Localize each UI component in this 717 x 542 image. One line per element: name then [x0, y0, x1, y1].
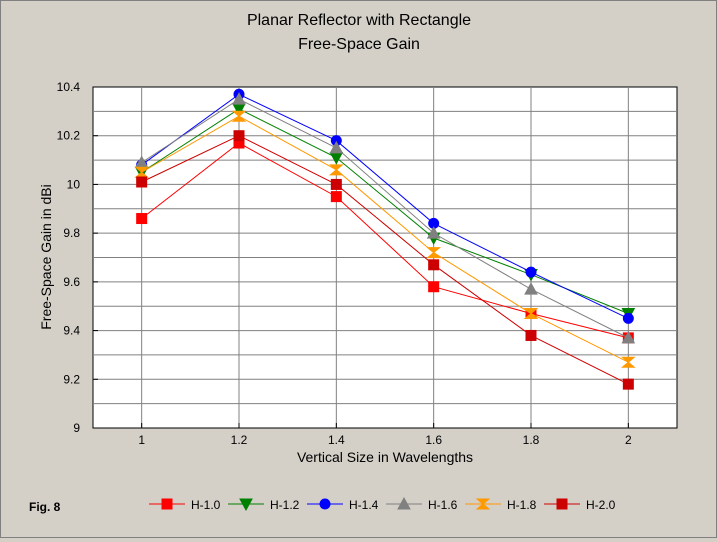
y-tick-label: 10.4 [57, 80, 81, 94]
data-point-h-1-8 [134, 166, 150, 178]
data-point-h-1-4 [525, 266, 537, 278]
legend-marker [397, 496, 411, 510]
y-tick-label: 10.2 [57, 129, 81, 143]
y-tick-label: 9.4 [63, 324, 80, 338]
legend-label: H-2.0 [586, 498, 616, 512]
legend-item-h-1-2: H-1.2 [228, 498, 300, 512]
series-line-h-2-0 [141, 135, 629, 385]
legend-item-h-1-0: H-1.0 [149, 498, 221, 512]
legend-label: H-1.2 [270, 498, 300, 512]
y-tick-label: 9 [73, 421, 80, 435]
data-point-h-1-6 [329, 140, 344, 154]
data-point-h-1-8 [231, 110, 247, 122]
x-axis-ticks: 1 1.2 1.4 1.6 1.8 2 [138, 423, 632, 447]
data-point-h-2-0 [330, 178, 342, 190]
x-tick-label: 1.4 [328, 433, 345, 447]
series-line-h-1-4 [141, 93, 629, 319]
series-h-1-6 [134, 92, 636, 344]
chart-title: Planar Reflector with Rectangle [247, 12, 471, 29]
x-tick-label: 1.2 [231, 433, 248, 447]
y-tick-label: 9.2 [63, 372, 80, 386]
series-line-h-1-6 [141, 98, 629, 339]
legend-label: H-1.0 [191, 498, 221, 512]
legend-item-h-2-0: H-2.0 [544, 498, 616, 512]
data-point-h-1-8 [328, 164, 344, 176]
data-point-h-2-0 [622, 378, 634, 390]
series-h-2-0 [136, 130, 634, 390]
y-axis-label: Free-Space Gain in dBi [38, 184, 54, 330]
legend-label: H-1.4 [349, 498, 379, 512]
data-point-h-1-0 [136, 213, 148, 225]
x-tick-label: 1.8 [523, 433, 540, 447]
legend-item-h-1-4: H-1.4 [307, 498, 379, 512]
legend-item-h-1-6: H-1.6 [386, 496, 458, 512]
data-point-h-1-0 [330, 191, 342, 203]
y-tick-label: 9.6 [63, 275, 80, 289]
legend-label: H-1.8 [507, 498, 537, 512]
figure-label: Fig. 8 [29, 500, 61, 514]
legend-item-h-1-8: H-1.8 [465, 498, 537, 512]
x-tick-label: 2 [625, 433, 632, 447]
y-axis-ticks: 9 9.2 9.4 9.6 9.8 10 10.2 10.4 [57, 80, 98, 435]
data-point-h-1-6 [232, 92, 246, 105]
series-line-h-1-8 [141, 115, 629, 363]
data-point-h-2-0 [233, 130, 245, 142]
legend-marker [475, 498, 491, 510]
chart-subtitle: Free-Space Gain [298, 36, 420, 53]
y-tick-label: 10 [67, 177, 81, 191]
data-point-h-1-8 [426, 247, 442, 259]
data-point-h-1-0 [428, 281, 440, 293]
series-h-1-8 [134, 110, 636, 368]
legend-marker [239, 498, 253, 512]
data-point-h-1-8 [523, 308, 539, 320]
data-point-h-2-0 [525, 329, 537, 341]
data-point-h-1-6 [524, 282, 538, 295]
data-point-h-2-0 [428, 259, 440, 271]
y-tick-label: 9.8 [63, 226, 80, 240]
data-point-h-1-4 [622, 312, 634, 324]
x-tick-label: 1.6 [425, 433, 442, 447]
legend-label: H-1.6 [428, 498, 458, 512]
data-point-h-1-6 [621, 330, 636, 344]
legend-marker [556, 498, 568, 510]
data-point-h-1-6 [426, 226, 441, 239]
series-line-h-1-0 [141, 142, 629, 339]
data-point-h-1-8 [620, 356, 636, 368]
series-group [134, 88, 636, 390]
legend-marker [319, 498, 331, 510]
x-axis-label: Vertical Size in Wavelengths [297, 449, 473, 465]
legend: H-1.0 H-1.2 H-1.4 H-1.6 H-1.8 H-2.0 [149, 496, 616, 512]
legend-marker [161, 498, 173, 510]
series-line-h-1-2 [141, 108, 629, 314]
x-tick-label: 1 [138, 433, 145, 447]
data-point-h-2-0 [136, 176, 148, 188]
grid [93, 87, 677, 428]
